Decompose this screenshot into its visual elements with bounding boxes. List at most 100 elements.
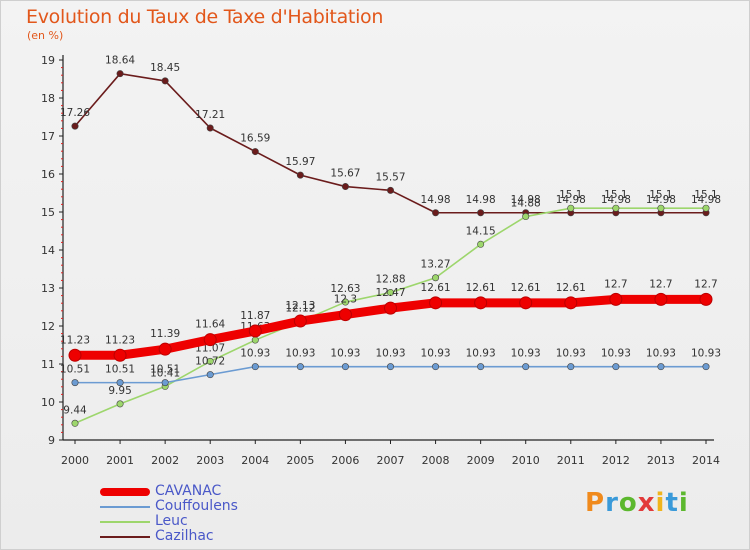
data-label-couffoulens: 10.51 <box>150 364 180 376</box>
data-label-cazilhac: 14.98 <box>646 194 676 206</box>
x-tick-label: 2012 <box>602 454 630 467</box>
data-point-couffoulens <box>116 379 124 387</box>
data-label-couffoulens: 10.93 <box>691 348 721 360</box>
x-tick-label: 2001 <box>106 454 134 467</box>
data-label-leuc: 14.15 <box>466 225 496 237</box>
data-label-cavanac: 12.61 <box>421 282 451 294</box>
data-label-cazilhac: 14.98 <box>511 194 541 206</box>
data-point-leuc <box>386 289 394 297</box>
x-tick-label: 2011 <box>557 454 585 467</box>
data-label-couffoulens: 10.93 <box>646 348 676 360</box>
data-point-couffoulens <box>206 371 214 379</box>
data-point-cazilhac <box>161 77 169 85</box>
data-point-leuc <box>567 204 575 212</box>
data-point-leuc <box>116 400 124 408</box>
data-point-couffoulens <box>71 379 79 387</box>
data-label-cazilhac: 16.59 <box>240 133 270 145</box>
x-tick-label: 2009 <box>467 454 495 467</box>
data-label-couffoulens: 10.51 <box>105 364 135 376</box>
data-label-couffoulens: 10.93 <box>511 348 541 360</box>
data-label-couffoulens: 10.93 <box>556 348 586 360</box>
data-label-cavanac: 12.13 <box>285 300 315 312</box>
data-label-couffoulens: 10.93 <box>421 348 451 360</box>
data-label-cazilhac: 14.98 <box>601 194 631 206</box>
legend-item-leuc: Leuc <box>100 514 300 529</box>
data-label-cavanac: 12.7 <box>604 278 627 290</box>
data-point-cavanac <box>519 296 533 310</box>
y-tick-label: 10 <box>41 396 55 409</box>
legend-label-couffoulens: Couffoulens <box>155 498 238 514</box>
data-point-cazilhac <box>71 122 79 130</box>
legend-swatch-couffoulens <box>100 506 150 508</box>
data-point-cavanac <box>654 292 668 306</box>
data-point-leuc <box>657 204 665 212</box>
data-label-cazilhac: 18.64 <box>105 55 135 67</box>
data-point-leuc <box>251 336 259 344</box>
data-point-cavanac <box>203 333 217 347</box>
data-label-cavanac: 11.23 <box>105 334 135 346</box>
data-point-cazilhac <box>251 148 259 156</box>
data-point-leuc <box>206 357 214 365</box>
data-point-cavanac <box>564 296 578 310</box>
data-label-cavanac: 12.61 <box>466 282 496 294</box>
data-label-couffoulens: 10.51 <box>60 364 90 376</box>
data-label-cazilhac: 15.57 <box>375 171 405 183</box>
legend-item-cavanac: CAVANAC <box>100 484 300 499</box>
data-label-leuc: 12.12 <box>285 302 315 314</box>
y-tick-label: 17 <box>41 130 55 143</box>
y-tick-label: 18 <box>41 92 55 105</box>
legend-label-cavanac: CAVANAC <box>155 483 222 499</box>
data-label-leuc: 10.41 <box>150 367 180 379</box>
y-tick-label: 12 <box>41 320 55 333</box>
y-tick-label: 9 <box>48 434 55 447</box>
data-label-leuc: 9.44 <box>63 404 87 416</box>
data-label-couffoulens: 10.93 <box>375 348 405 360</box>
logo-letter: P <box>585 488 606 518</box>
data-point-leuc <box>71 419 79 427</box>
data-label-leuc: 13.27 <box>421 259 451 271</box>
y-tick-label: 15 <box>41 206 55 219</box>
y-tick-label: 13 <box>41 282 55 295</box>
data-point-leuc <box>612 204 620 212</box>
series-line-leuc <box>74 207 707 425</box>
logo-letter: o <box>618 488 638 518</box>
data-label-cavanac: 11.87 <box>240 310 270 322</box>
data-point-couffoulens <box>386 363 394 371</box>
data-point-leuc <box>341 298 349 306</box>
data-label-couffoulens: 10.93 <box>330 348 360 360</box>
data-point-leuc <box>702 204 710 212</box>
data-point-couffoulens <box>567 363 575 371</box>
data-point-cavanac <box>248 324 262 338</box>
data-label-cavanac: 11.39 <box>150 328 180 340</box>
data-point-couffoulens <box>612 363 620 371</box>
y-tick-label: 16 <box>41 168 55 181</box>
data-label-cavanac: 12.47 <box>375 287 405 299</box>
data-point-cazilhac <box>386 186 394 194</box>
data-point-cavanac <box>293 314 307 328</box>
data-label-cavanac: 12.3 <box>334 294 357 306</box>
x-tick-label: 2006 <box>331 454 359 467</box>
logo-letter: i <box>655 488 666 518</box>
x-tick-label: 2000 <box>61 454 89 467</box>
x-tick-label: 2008 <box>422 454 450 467</box>
data-label-leuc: 15.1 <box>694 189 717 201</box>
data-label-cavanac: 11.23 <box>60 334 90 346</box>
logo-letter: t <box>665 488 679 518</box>
proxiti-logo: Proxiti <box>585 488 689 518</box>
data-label-couffoulens: 10.72 <box>195 356 225 368</box>
data-label-couffoulens: 10.93 <box>285 348 315 360</box>
data-point-cavanac <box>113 348 127 362</box>
data-point-couffoulens <box>522 363 530 371</box>
legend-label-cazilhac: Cazilhac <box>155 528 214 544</box>
data-point-cazilhac <box>116 70 124 78</box>
data-point-cavanac <box>158 342 172 356</box>
logo-letter: r <box>605 488 619 518</box>
data-point-cavanac <box>68 348 82 362</box>
x-tick-label: 2002 <box>151 454 179 467</box>
data-label-cazilhac: 15.97 <box>285 156 315 168</box>
data-label-cavanac: 12.7 <box>649 278 672 290</box>
data-point-cavanac <box>384 301 397 315</box>
x-tick-label: 2013 <box>647 454 675 467</box>
data-label-cazilhac: 17.26 <box>60 107 90 119</box>
